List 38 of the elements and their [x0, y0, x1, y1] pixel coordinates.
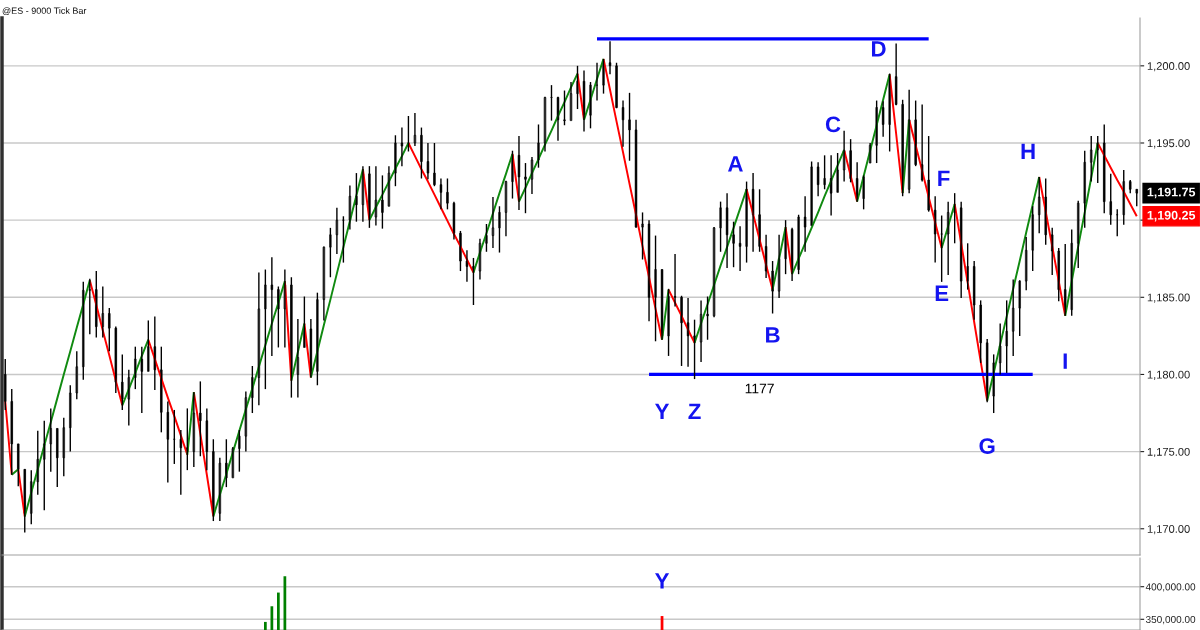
data-label: Y: [655, 403, 670, 420]
candlestick: [1090, 135, 1093, 183]
y-tick-label: 1,185.00: [1147, 293, 1190, 303]
candlestick: [381, 174, 384, 230]
series-label: 1177: [745, 383, 774, 394]
y-tick-label: 350,000.00: [1145, 615, 1196, 625]
data-label: Z: [688, 403, 701, 420]
data-label: 1,190.25: [1147, 210, 1196, 222]
candlestick: [433, 142, 436, 187]
y-tick-label: 1,180.00: [1147, 370, 1190, 380]
y-tick-label: 1,200.00: [1147, 62, 1190, 72]
candlestick: [524, 162, 527, 214]
text: 1,191.75: [1147, 187, 1196, 199]
data-label: H: [1021, 143, 1035, 160]
candlestick: [199, 380, 202, 457]
data-label: D: [871, 41, 886, 57]
candlestick: [563, 89, 566, 126]
data-label: C: [825, 116, 841, 133]
chart-title: @ES - 9000 Tick Bar: [2, 7, 87, 16]
data-label: G: [979, 438, 995, 454]
data-label: Y: [655, 573, 670, 589]
data-label: A: [727, 156, 743, 172]
y-tick-label: 400,000.00: [1145, 583, 1196, 592]
data-label: E: [935, 285, 949, 301]
data-label: F: [938, 170, 950, 187]
data-label: I: [1063, 353, 1067, 369]
data-label: B: [766, 327, 780, 343]
candlestick: [329, 227, 332, 278]
candlestick: [264, 268, 267, 390]
candlestick: [732, 220, 735, 268]
y-tick-label: 1,175.00: [1147, 447, 1190, 458]
candlestick: [628, 92, 631, 162]
candlestick: [88, 278, 91, 336]
y-tick-label: 1,195.00: [1147, 139, 1190, 149]
candlestick: [940, 214, 943, 283]
candlestick: [641, 211, 644, 261]
candlestick: [719, 200, 722, 253]
y-tick-label: 1,170.00: [1147, 525, 1190, 535]
